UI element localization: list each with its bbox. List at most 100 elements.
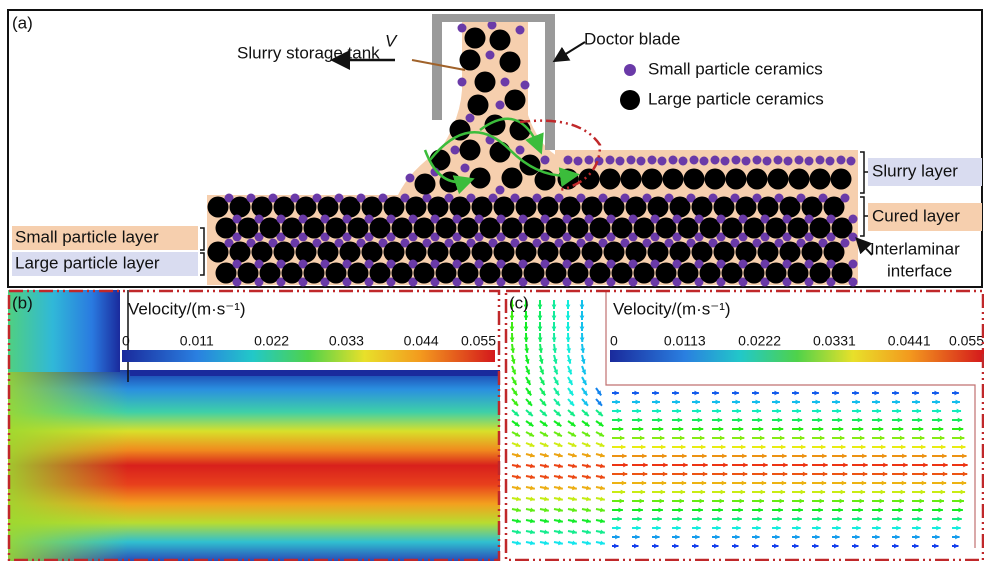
- large-particle: [810, 169, 831, 190]
- small-particle: [486, 51, 495, 60]
- panel-label: (b): [12, 293, 33, 312]
- colorbar-tick-label: 0.0331: [813, 333, 856, 349]
- large-particle: [470, 168, 491, 189]
- colorbar-tick-label: 0.055: [949, 333, 984, 349]
- large-particle: [502, 168, 523, 189]
- small-particle: [658, 157, 667, 166]
- legend-small: Small particle ceramics: [648, 59, 823, 78]
- small-particle: [669, 156, 678, 165]
- colorbar-tick-label: 0.033: [329, 333, 364, 349]
- colorbar-title: Velocity/(m·s⁻¹): [613, 299, 731, 318]
- panel-label: (a): [12, 13, 33, 32]
- velocity-symbol: V: [385, 31, 398, 50]
- large-particle: [490, 142, 511, 163]
- small-particle: [501, 78, 510, 87]
- colorbar: [122, 350, 495, 362]
- small-particle: [784, 157, 793, 166]
- small-particle: [805, 157, 814, 166]
- colorbar-tick-label: 0.011: [180, 333, 214, 349]
- small-particle: [847, 157, 856, 166]
- small-particle: [466, 114, 475, 123]
- colorbar-tick-label: 0: [122, 333, 130, 349]
- large-particle: [684, 169, 705, 190]
- large-particle: [460, 50, 481, 71]
- small-particle: [763, 157, 772, 166]
- large-particle: [705, 169, 726, 190]
- legend-large: Large particle ceramics: [648, 89, 824, 108]
- small-particle: [585, 156, 594, 165]
- small-particle: [774, 156, 783, 165]
- small-particle: [574, 157, 583, 166]
- large-particle: [789, 169, 810, 190]
- small-particle: [826, 157, 835, 166]
- small-particle: [516, 146, 525, 155]
- small-particle: [451, 146, 460, 155]
- panel-label: (c): [509, 293, 529, 312]
- small-particle: [795, 156, 804, 165]
- large-particle-layer-label: Large particle layer: [15, 253, 160, 272]
- small-particle: [849, 278, 858, 287]
- colorbar-tick-label: 0.022: [254, 333, 289, 349]
- panel-a: V Slurry storage tank Doctor blade Small…: [8, 10, 982, 287]
- large-particle: [831, 169, 852, 190]
- small-particle: [841, 194, 850, 203]
- small-particle: [516, 26, 525, 35]
- large-particle: [768, 169, 789, 190]
- small-particle: [721, 157, 730, 166]
- large-particle: [415, 174, 436, 195]
- small-particle: [637, 157, 646, 166]
- interlaminar-label: Interlaminar: [870, 239, 960, 258]
- large-particle: [468, 95, 489, 116]
- small-particle: [679, 157, 688, 166]
- colorbar-title: Velocity/(m·s⁻¹): [128, 299, 246, 318]
- large-particle: [579, 169, 600, 190]
- legend-small-marker: [624, 64, 636, 76]
- blade-label: Doctor blade: [584, 29, 680, 48]
- large-particle: [505, 90, 526, 111]
- large-particle: [747, 169, 768, 190]
- large-particle: [460, 140, 481, 161]
- small-particle: [816, 156, 825, 165]
- small-particle: [606, 156, 615, 165]
- wall-layer: [130, 370, 500, 376]
- small-particle: [458, 24, 467, 33]
- large-particle: [450, 120, 471, 141]
- small-particle: [849, 260, 858, 269]
- small-particle: [690, 156, 699, 165]
- large-particle: [726, 169, 747, 190]
- small-particle: [648, 156, 657, 165]
- small-particle: [849, 233, 858, 242]
- colorbar-tick-label: 0.0441: [888, 333, 931, 349]
- colorbar-tick-label: 0.055: [461, 333, 496, 349]
- velocity-field: [8, 370, 128, 561]
- small-particle: [711, 156, 720, 165]
- small-particle: [496, 186, 505, 195]
- small-particle: [849, 215, 858, 224]
- small-particle: [521, 81, 530, 90]
- large-particle: [465, 28, 486, 49]
- small-particle: [496, 101, 505, 110]
- colorbar-tick-label: 0: [610, 333, 618, 349]
- small-particle: [753, 156, 762, 165]
- small-particle: [616, 157, 625, 166]
- small-particle: [541, 156, 550, 165]
- large-particle: [600, 169, 621, 190]
- slurry-layer-label: Slurry layer: [872, 161, 958, 180]
- panel-b: Velocity/(m·s⁻¹) 00.0110.0220.0330.0440.…: [8, 290, 500, 561]
- small-particle: [627, 156, 636, 165]
- small-particle: [461, 164, 470, 173]
- large-particle: [475, 72, 496, 93]
- legend-large-marker: [620, 90, 640, 110]
- cured-layer-label: Cured layer: [872, 206, 960, 225]
- panel-c: Velocity/(m·s⁻¹) 00.01130.02220.03310.04…: [505, 290, 984, 561]
- colorbar-tick-label: 0.0222: [738, 333, 781, 349]
- small-particle: [837, 156, 846, 165]
- tank-label: Slurry storage tank: [237, 43, 380, 62]
- small-particle: [742, 157, 751, 166]
- large-particle: [621, 169, 642, 190]
- large-particle: [642, 169, 663, 190]
- small-particle: [700, 157, 709, 166]
- large-particle: [663, 169, 684, 190]
- small-particle: [406, 174, 415, 183]
- large-particle: [500, 52, 521, 73]
